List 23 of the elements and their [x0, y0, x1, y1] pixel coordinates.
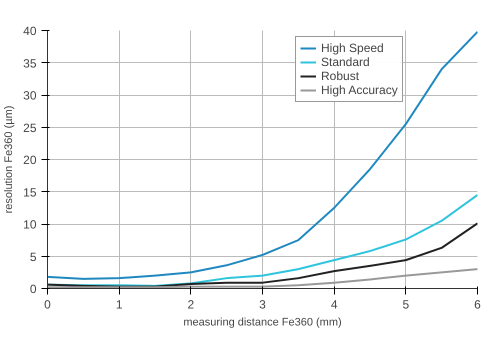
y-tick-label: 0 — [30, 282, 37, 296]
x-tick-label: 3 — [259, 298, 266, 312]
y-tick-label: 40 — [23, 24, 37, 38]
x-tick-label: 1 — [116, 298, 123, 312]
x-tick-label: 2 — [187, 298, 194, 312]
y-axis-title: resolution Fe360 (µm) — [3, 106, 16, 214]
y-tick-label: 25 — [23, 120, 37, 135]
legend-label: Standard — [321, 55, 370, 69]
legend-label: High Accuracy — [321, 83, 398, 97]
line-series — [48, 30, 478, 280]
y-tick-label: 10 — [23, 218, 37, 232]
legend-label: Robust — [321, 69, 360, 83]
x-axis-title: measuring distance Fe360 (mm) — [183, 316, 342, 328]
x-tick-label: 4 — [330, 298, 338, 312]
legend-label: High Speed — [321, 41, 384, 55]
x-tick-label: 5 — [402, 298, 410, 312]
y-tick-label: 5 — [30, 250, 37, 264]
y-tick-label: 20 — [23, 153, 37, 167]
x-tick-label: 6 — [474, 298, 482, 312]
y-tick-label: 35 — [23, 56, 37, 70]
y-tick-label: 15 — [23, 185, 37, 200]
y-tick-label: 30 — [23, 88, 37, 102]
x-tick-label: 0 — [44, 298, 52, 312]
